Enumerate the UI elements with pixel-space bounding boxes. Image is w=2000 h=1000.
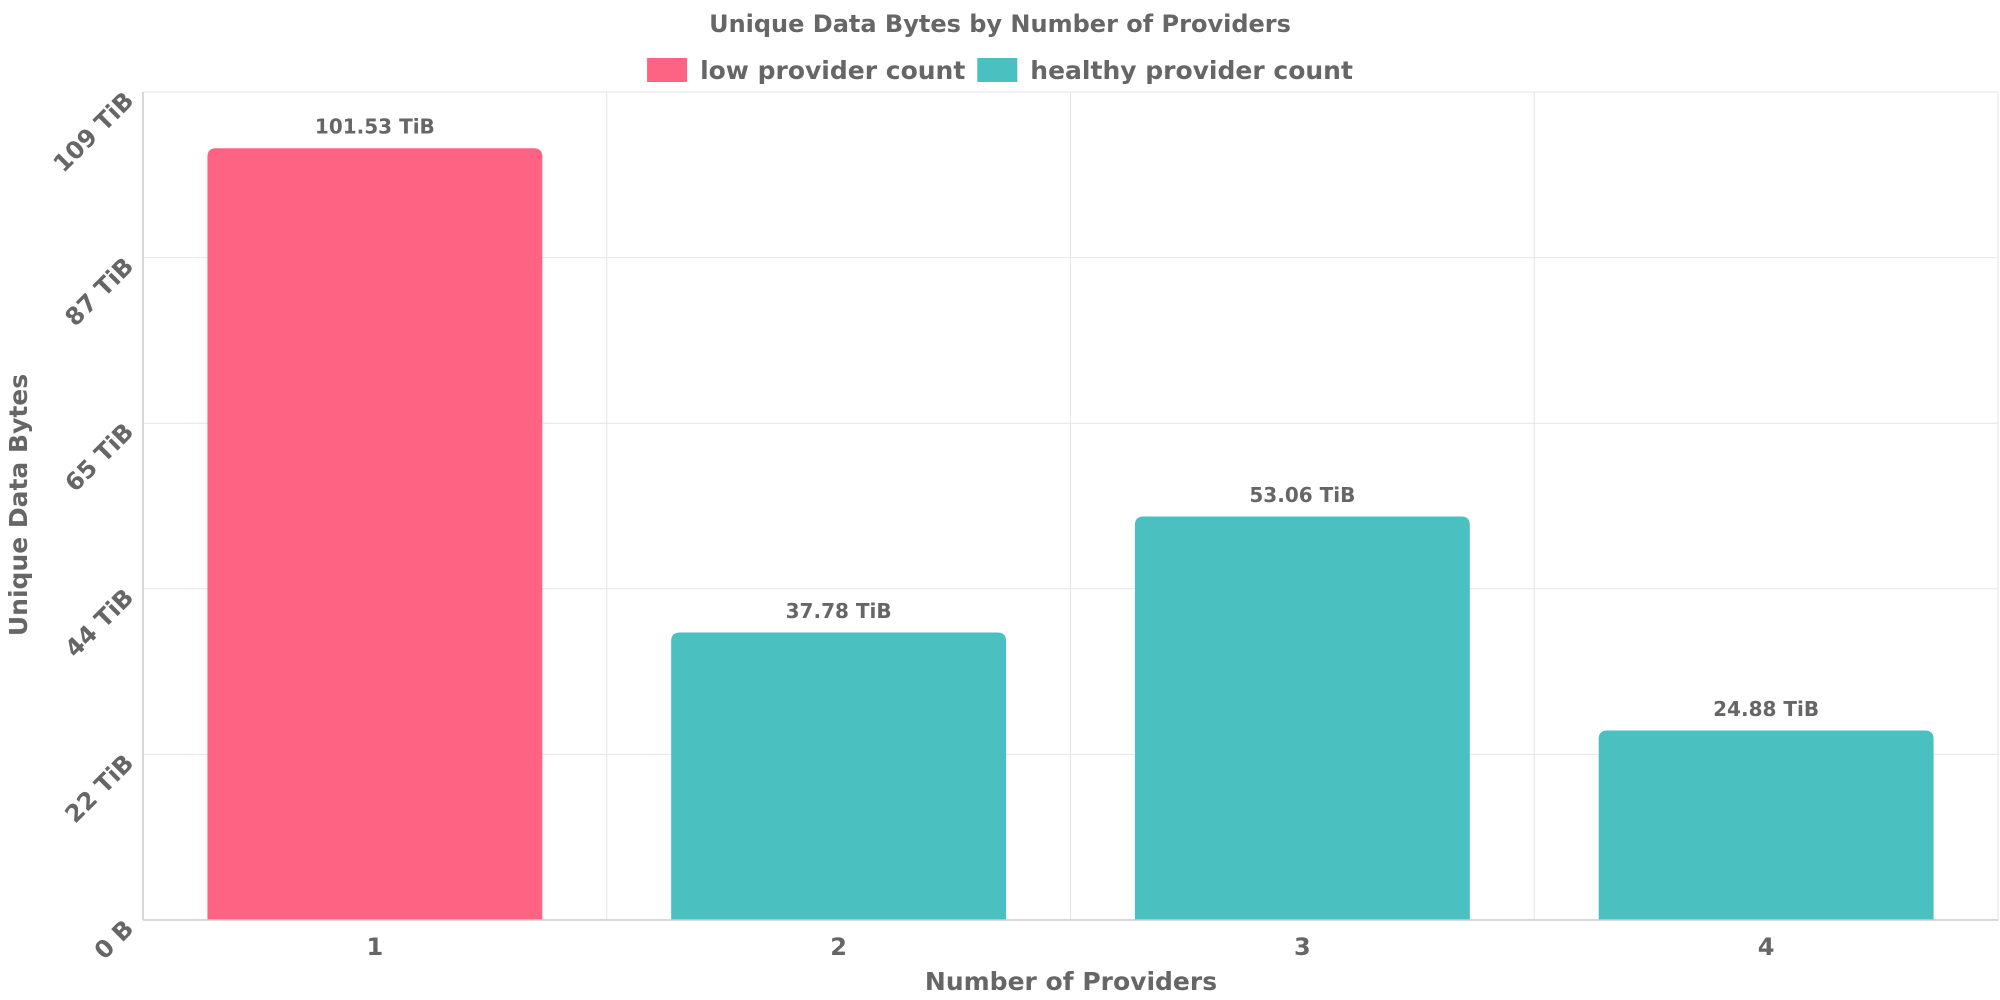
y-tick-label: 44 TiB (60, 583, 140, 663)
legend[interactable]: low provider count healthy provider count (647, 56, 1353, 85)
bars: 101.53 TiB 37.78 TiB 53.06 TiB 24.88 TiB (207, 115, 1934, 921)
data-label: 37.78 TiB (786, 599, 892, 623)
x-tick-label: 1 (367, 933, 384, 961)
legend-item[interactable]: healthy provider count (977, 56, 1353, 85)
legend-item[interactable]: low provider count (647, 56, 965, 85)
bar[interactable] (207, 148, 543, 921)
x-tick-label: 3 (1294, 933, 1311, 961)
legend-swatch (977, 58, 1018, 82)
data-label: 24.88 TiB (1713, 697, 1819, 721)
bar[interactable] (1134, 516, 1470, 921)
y-tick-label: 65 TiB (60, 418, 140, 498)
chart-title: Unique Data Bytes by Number of Providers (709, 10, 1291, 38)
legend-label: healthy provider count (1030, 56, 1353, 85)
bar[interactable] (1598, 730, 1934, 921)
y-tick-label: 0 B (89, 914, 139, 964)
y-tick-label: 109 TiB (48, 86, 139, 177)
y-tick-label: 22 TiB (60, 749, 140, 829)
x-tick-label: 4 (1758, 933, 1775, 961)
data-label: 101.53 TiB (315, 115, 435, 139)
x-tick-label: 2 (830, 933, 847, 961)
legend-label: low provider count (700, 56, 965, 85)
y-tick-label: 87 TiB (60, 252, 140, 332)
x-axis-title: Number of Providers (925, 967, 1217, 996)
bar[interactable] (671, 632, 1007, 921)
legend-swatch (647, 58, 688, 82)
y-axis-title: Unique Data Bytes (4, 374, 33, 636)
data-label: 53.06 TiB (1249, 483, 1355, 507)
